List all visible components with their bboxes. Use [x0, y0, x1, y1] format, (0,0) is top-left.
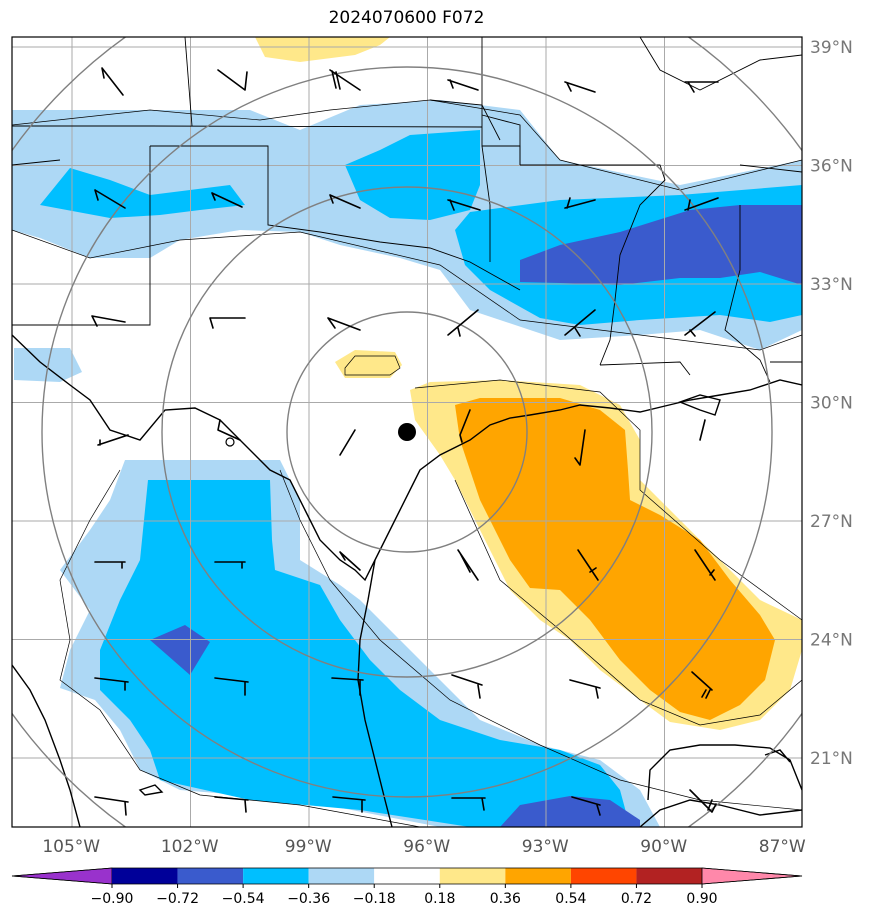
range-ring [41, 66, 773, 798]
colorbar-tick-label: −0.36 [287, 891, 330, 907]
colorbar-segment [505, 868, 571, 884]
colorbar-extend-low [11, 867, 113, 885]
range-ring [161, 186, 653, 678]
wind-barb [571, 796, 601, 816]
lat-label: 36°N [810, 156, 853, 176]
wind-barb [457, 549, 479, 581]
colorbar-extend-high [701, 867, 803, 885]
wind-barb [94, 189, 126, 209]
colorbar-tick-label: −0.54 [222, 891, 265, 907]
colorbar-segment [112, 868, 178, 884]
wind-barb [447, 199, 481, 211]
lon-label: 102°W [161, 837, 219, 857]
wind-barb [564, 81, 596, 93]
graticule [12, 37, 802, 827]
wind-barb [217, 69, 248, 91]
colorbar-tick-label: 0.18 [424, 891, 455, 907]
wind-barb [214, 796, 249, 813]
wind-barb [339, 429, 356, 456]
lake-marker [225, 437, 235, 447]
coastlines [12, 334, 802, 827]
colorbar-tick-label: −0.90 [91, 891, 134, 907]
wind-barb [459, 409, 471, 443]
contour-outlines [12, 99, 802, 827]
wind-barb [574, 429, 586, 466]
wind-barb [577, 549, 599, 581]
colorbar-segment [308, 868, 375, 884]
wind-barb [94, 677, 129, 691]
colorbar-segment [243, 868, 309, 884]
wind-barb [101, 67, 124, 96]
lat-label: 24°N [810, 630, 853, 650]
range-ring [286, 311, 528, 553]
lon-label: 105°W [42, 837, 100, 857]
wind-barb [209, 317, 246, 329]
colorbar-segment [570, 868, 637, 884]
wind-barb [684, 81, 719, 93]
colorbar-tick-label: 0.54 [555, 891, 586, 907]
wind-barb [97, 434, 129, 446]
wind-barb [332, 796, 366, 813]
wind-barb [211, 192, 243, 208]
wind-barb [447, 309, 479, 337]
wind-barb [451, 674, 483, 699]
colorbar-tick-label: 0.36 [490, 891, 521, 907]
wind-barb [214, 677, 249, 696]
wind-barb [564, 309, 596, 337]
colorbar [11, 867, 803, 885]
colorbar-tick-labels: −0.90 −0.72 −0.54 −0.36 −0.18 0.18 0.36 0.54 0.7… [91, 884, 718, 907]
wind-barb [684, 197, 719, 211]
colorbar-tick-label: −0.72 [156, 891, 199, 907]
wind-barb [329, 69, 361, 91]
lon-label: 90°W [640, 837, 687, 857]
map-frame [11, 36, 803, 828]
lon-label: 93°W [522, 837, 569, 857]
wind-barb [699, 419, 706, 441]
wind-barb [327, 317, 361, 331]
wind-barb [339, 551, 361, 571]
lat-label: 21°N [810, 749, 853, 769]
latitude-labels: 39°N 36°N 33°N 30°N 27°N 24°N 21°N [810, 38, 853, 769]
wind-barb [94, 561, 126, 569]
wind-barb [451, 797, 486, 811]
wind-barb [329, 194, 361, 209]
colorbar-segment [177, 868, 244, 884]
wind-barb [91, 315, 126, 327]
wind-barb [94, 796, 129, 816]
lat-label: 30°N [810, 393, 853, 413]
wind-barb [691, 671, 713, 699]
colorbar-segment [636, 868, 702, 884]
lon-label: 99°W [285, 837, 332, 857]
storm-center-marker [398, 423, 416, 441]
wind-barb [331, 677, 364, 696]
wind-barb [684, 311, 716, 337]
longitude-labels: 105°W 102°W 99°W 96°W 93°W 90°W 87°W [42, 837, 806, 857]
lat-label: 33°N [810, 275, 853, 295]
wind-barb [569, 679, 601, 699]
wind-barb [214, 561, 246, 569]
wind-barb [689, 789, 717, 813]
colorbar-tick-label: 0.72 [621, 891, 652, 907]
lat-label: 27°N [810, 512, 853, 532]
wind-barb [564, 197, 596, 209]
colorbar-tick-label: −0.18 [353, 891, 396, 907]
wind-barb [217, 419, 241, 441]
wind-barb [447, 79, 479, 91]
lat-label: 39°N [810, 38, 853, 58]
colorbar-tick-label: 0.90 [686, 891, 717, 907]
colorbar-segment [439, 868, 506, 884]
wind-barbs [91, 67, 719, 816]
wind-barb [694, 549, 716, 581]
lon-label: 96°W [403, 837, 450, 857]
colorbar-segment [374, 868, 440, 884]
lon-label: 87°W [759, 837, 806, 857]
map-title: 2024070600 F072 [328, 8, 485, 28]
